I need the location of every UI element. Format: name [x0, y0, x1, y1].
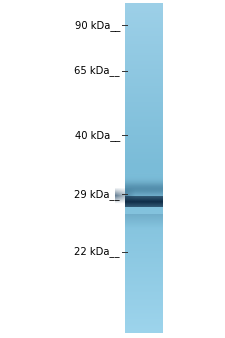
Text: 29 kDa__: 29 kDa__ [74, 189, 120, 200]
Text: 22 kDa__: 22 kDa__ [74, 246, 120, 257]
Text: 90 kDa__: 90 kDa__ [74, 20, 120, 31]
Text: 40 kDa__: 40 kDa__ [75, 130, 120, 141]
Text: 65 kDa__: 65 kDa__ [74, 66, 120, 76]
